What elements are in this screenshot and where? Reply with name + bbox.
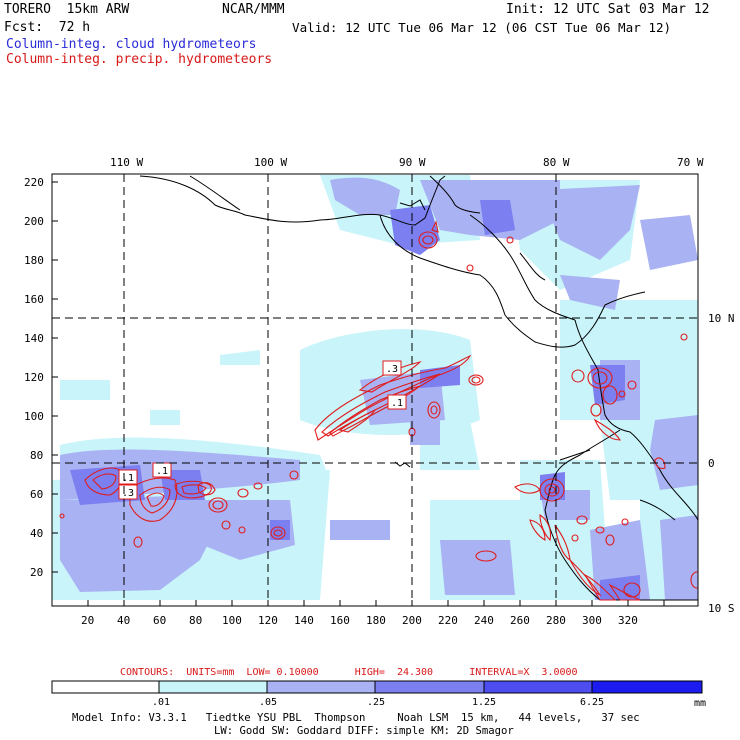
x-tick-label: 140 [294, 614, 314, 627]
axis-labels: 110 W 100 W 90 W 80 W 70 W 10 N 0 10 S 2… [24, 156, 735, 627]
x-tick-label: 200 [402, 614, 422, 627]
y-tick-label: 40 [30, 527, 43, 540]
y-tick-label: 120 [24, 371, 44, 384]
colorbar-labels: .01 .05 .25 1.25 6.25 mm [152, 697, 706, 709]
colorbar-swatch [374, 680, 485, 694]
colorbar-swatch [483, 680, 593, 694]
lon-label: 80 W [543, 156, 570, 169]
forecast-hour: Fcst: 72 h [4, 20, 91, 35]
coastlines [139, 175, 698, 601]
x-tick-label: 120 [258, 614, 278, 627]
y-tick-label: 100 [24, 410, 44, 423]
x-tick-label: 240 [474, 614, 494, 627]
init-time: Init: 12 UTC Sat 03 Mar 12 [506, 2, 710, 17]
y-tick-label: 200 [24, 215, 44, 228]
lat-label: 10 S [708, 602, 735, 615]
valid-time: Valid: 12 UTC Tue 06 Mar 12 (06 CST Tue … [292, 20, 672, 35]
lon-label: 100 W [254, 156, 287, 169]
plot-frame [51, 173, 699, 607]
y-tick-label: 160 [24, 293, 44, 306]
model-info-line1: Model Info: V3.3.1 Tiedtke YSU PBL Thomp… [72, 712, 640, 724]
x-tick-label: 80 [189, 614, 202, 627]
colorbar-swatch [591, 680, 703, 694]
model-info-line2: LW: Godd SW: Goddard DIFF: simple KM: 2D… [214, 725, 514, 737]
contour-labels: .3 .1 .1 .1 .3 [118, 360, 407, 500]
y-tick-label: 220 [24, 176, 44, 189]
lon-label: 70 W [677, 156, 704, 169]
lon-label: 90 W [399, 156, 426, 169]
x-tick-label: 100 [222, 614, 242, 627]
model-title: TORERO 15km ARW [4, 2, 130, 17]
y-tick-label: 60 [30, 488, 43, 501]
contour-label: .1 [156, 466, 168, 477]
x-tick-label: 60 [153, 614, 166, 627]
contour-label: .3 [122, 488, 134, 499]
x-tick-label: 220 [438, 614, 458, 627]
x-tick-label: 260 [510, 614, 530, 627]
colorbar-unit: mm [694, 698, 706, 709]
y-tick-label: 20 [30, 566, 43, 579]
x-tick-label: 180 [366, 614, 386, 627]
y-tick-label: 80 [30, 449, 43, 462]
contour-label: .3 [386, 364, 398, 375]
colorbar-label: 6.25 [580, 697, 604, 708]
colorbar-label: .01 [152, 697, 170, 708]
lon-label: 110 W [110, 156, 143, 169]
cloud-hydrometeors-label: Column-integ. cloud hydrometeors [6, 37, 257, 52]
contour-label: .1 [122, 473, 134, 484]
x-tick-label: 300 [582, 614, 602, 627]
lat-label: 0 [708, 457, 715, 470]
colorbar-swatch [51, 680, 160, 694]
y-tick-label: 140 [24, 332, 44, 345]
x-tick-label: 160 [330, 614, 350, 627]
colorbar-swatch [266, 680, 376, 694]
lat-lon-grid [52, 174, 698, 606]
colorbar-label: .25 [367, 697, 385, 708]
precip-hydrometeors-label: Column-integ. precip. hydrometeors [6, 52, 273, 67]
x-tick-label: 280 [546, 614, 566, 627]
y-tick-label: 180 [24, 254, 44, 267]
x-tick-label: 320 [618, 614, 638, 627]
tick-marks [52, 181, 665, 606]
contours-info: CONTOURS: UNITS=mm LOW= 0.10000 HIGH= 24… [120, 667, 578, 678]
colorbar-label: 1.25 [472, 697, 496, 708]
lat-label: 10 N [708, 312, 735, 325]
x-tick-label: 40 [117, 614, 130, 627]
colorbar-swatch [158, 680, 268, 694]
colorbar-label: .05 [259, 697, 277, 708]
colorbar [51, 680, 703, 694]
precip-contours [59, 220, 698, 601]
contour-label: .1 [391, 398, 403, 409]
org-label: NCAR/MMM [222, 2, 285, 17]
x-tick-label: 20 [81, 614, 94, 627]
